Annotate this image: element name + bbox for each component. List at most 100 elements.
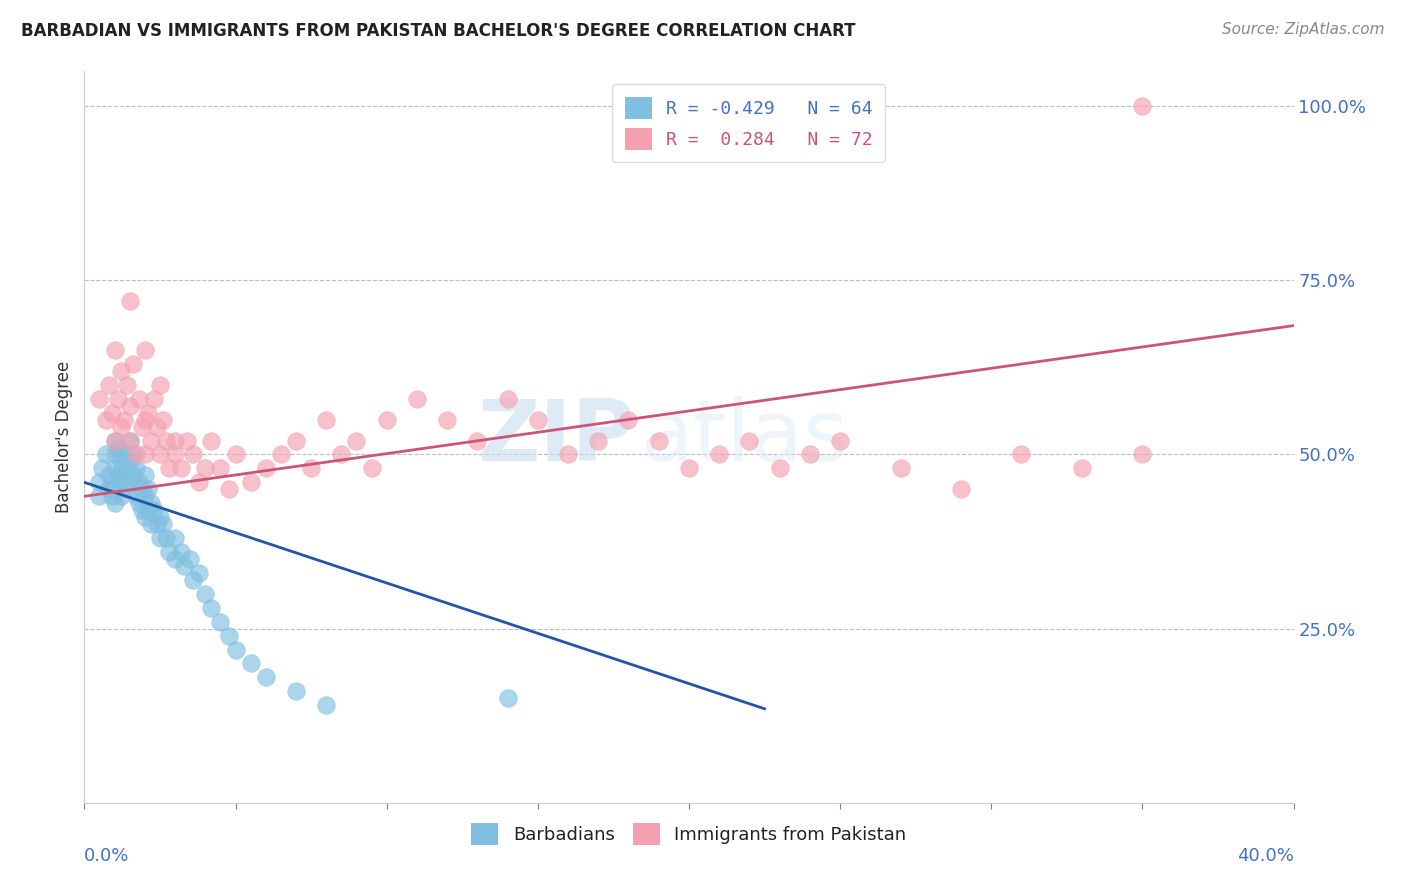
Point	[165, 434, 187, 448]
Point	[107, 392, 129, 406]
Point	[134, 343, 156, 357]
Point	[115, 377, 138, 392]
Point	[170, 545, 193, 559]
Point	[136, 406, 159, 420]
Point	[617, 412, 640, 426]
Point	[155, 434, 177, 448]
Point	[149, 531, 172, 545]
Point	[134, 489, 156, 503]
Point	[436, 412, 458, 426]
Point	[118, 475, 141, 490]
Point	[330, 448, 353, 462]
Point	[149, 377, 172, 392]
Point	[131, 419, 153, 434]
Point	[496, 691, 519, 706]
Point	[134, 412, 156, 426]
Point	[139, 517, 162, 532]
Point	[225, 642, 247, 657]
Point	[527, 412, 550, 426]
Point	[496, 392, 519, 406]
Point	[360, 461, 382, 475]
Point	[194, 461, 217, 475]
Point	[125, 461, 148, 475]
Point	[104, 343, 127, 357]
Point	[173, 558, 195, 573]
Point	[467, 434, 489, 448]
Point	[170, 461, 193, 475]
Point	[1130, 99, 1153, 113]
Point	[89, 475, 111, 490]
Point	[830, 434, 852, 448]
Point	[709, 448, 731, 462]
Point	[165, 448, 187, 462]
Point	[110, 364, 132, 378]
Point	[118, 434, 141, 448]
Point	[125, 448, 148, 462]
Point	[200, 600, 222, 615]
Point	[1130, 448, 1153, 462]
Point	[104, 448, 127, 462]
Point	[315, 698, 337, 713]
Point	[107, 468, 129, 483]
Point	[125, 489, 148, 503]
Point	[375, 412, 398, 426]
Point	[181, 573, 204, 587]
Point	[254, 670, 277, 684]
Point	[112, 412, 135, 426]
Point	[299, 461, 322, 475]
Point	[104, 434, 127, 448]
Point	[225, 448, 247, 462]
Point	[157, 545, 180, 559]
Text: ZIP: ZIP	[477, 395, 634, 479]
Point	[134, 448, 156, 462]
Point	[121, 448, 143, 462]
Point	[769, 461, 792, 475]
Point	[157, 461, 180, 475]
Point	[104, 434, 127, 448]
Point	[285, 684, 308, 698]
Text: Source: ZipAtlas.com: Source: ZipAtlas.com	[1222, 22, 1385, 37]
Point	[89, 489, 111, 503]
Point	[94, 448, 117, 462]
Point	[112, 448, 135, 462]
Point	[218, 629, 240, 643]
Point	[950, 483, 973, 497]
Point	[100, 475, 122, 490]
Point	[200, 434, 222, 448]
Point	[188, 566, 211, 580]
Point	[136, 503, 159, 517]
Point	[139, 434, 162, 448]
Point	[121, 468, 143, 483]
Point	[104, 496, 127, 510]
Point	[110, 454, 132, 468]
Point	[107, 441, 129, 455]
Point	[118, 399, 141, 413]
Point	[557, 448, 579, 462]
Point	[188, 475, 211, 490]
Point	[118, 454, 141, 468]
Point	[94, 412, 117, 426]
Point	[112, 468, 135, 483]
Point	[149, 448, 172, 462]
Point	[270, 448, 292, 462]
Point	[110, 489, 132, 503]
Point	[131, 503, 153, 517]
Point	[181, 448, 204, 462]
Point	[128, 392, 150, 406]
Point	[678, 461, 700, 475]
Point	[209, 615, 232, 629]
Text: 0.0%: 0.0%	[84, 847, 129, 864]
Point	[97, 377, 120, 392]
Point	[139, 496, 162, 510]
Point	[134, 468, 156, 483]
Point	[104, 483, 127, 497]
Point	[128, 496, 150, 510]
Point	[142, 392, 165, 406]
Point	[100, 489, 122, 503]
Point	[110, 475, 132, 490]
Point	[346, 434, 368, 448]
Point	[648, 434, 671, 448]
Text: 40.0%: 40.0%	[1237, 847, 1294, 864]
Point	[176, 434, 198, 448]
Point	[142, 503, 165, 517]
